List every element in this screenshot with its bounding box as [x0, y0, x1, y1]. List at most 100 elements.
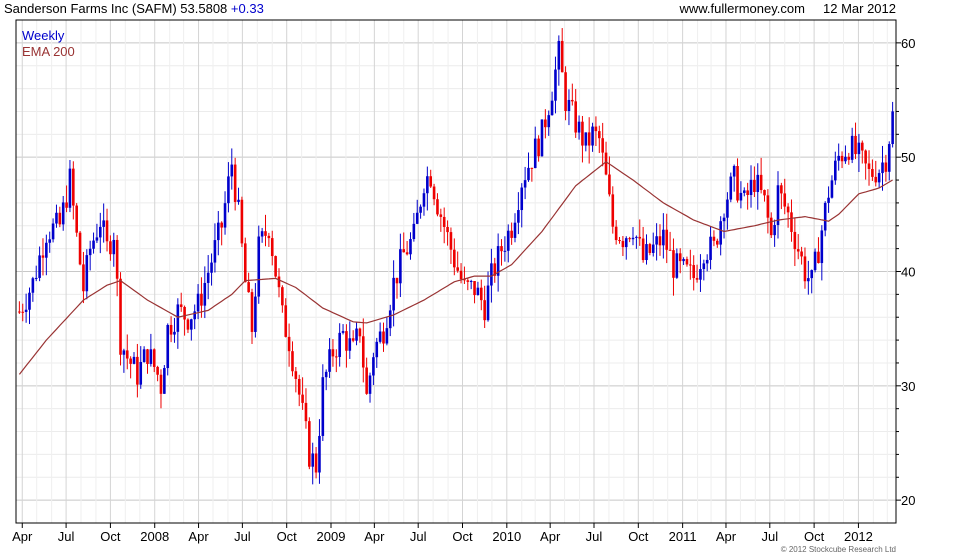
weekly-bar-body	[537, 138, 540, 157]
weekly-bar-body	[38, 255, 41, 278]
weekly-bar-body	[200, 293, 203, 306]
weekly-bar-body	[18, 311, 21, 313]
weekly-bar-body	[213, 240, 217, 263]
weekly-bar-body	[321, 377, 325, 436]
weekly-bar-body	[429, 176, 433, 187]
weekly-bar-body	[884, 162, 888, 172]
weekly-bar-body	[361, 336, 365, 368]
weekly-bar-body	[550, 100, 554, 116]
weekly-bar-body	[179, 304, 183, 307]
weekly-bar-body	[810, 270, 814, 279]
x-tick-label: 2009	[317, 529, 346, 544]
weekly-bar-body	[557, 40, 561, 70]
weekly-bar-body	[547, 115, 551, 128]
weekly-bar-body	[709, 236, 712, 260]
weekly-bar-body	[395, 277, 399, 284]
weekly-bar-body	[807, 278, 810, 282]
weekly-bar-body	[496, 246, 500, 276]
weekly-bar-body	[813, 251, 817, 271]
weekly-bar-body	[837, 155, 840, 161]
weekly-bar-body	[149, 349, 153, 364]
y-tick-label: 30	[901, 379, 915, 394]
weekly-bar-body	[415, 212, 419, 224]
weekly-bar-body	[881, 162, 884, 174]
weekly-bar-body	[220, 222, 223, 228]
weekly-bar-body	[668, 249, 672, 251]
weekly-bar-body	[817, 251, 820, 264]
weekly-bar-body	[645, 244, 648, 261]
weekly-bar-body	[584, 132, 588, 146]
weekly-bar-body	[527, 167, 530, 181]
weekly-bar-body	[891, 111, 894, 145]
weekly-bar-body	[41, 255, 45, 258]
weekly-bar-body	[773, 225, 776, 236]
weekly-bar-body	[554, 69, 557, 101]
weekly-bar-body	[88, 248, 92, 256]
weekly-bar-body	[827, 197, 830, 203]
legend-weekly: Weekly	[22, 28, 65, 43]
weekly-bar-body	[95, 237, 99, 241]
weekly-bar-body	[146, 349, 149, 364]
weekly-bar-body	[763, 190, 766, 196]
weekly-bar-body	[105, 220, 109, 242]
weekly-bar-body	[136, 356, 139, 385]
weekly-bar-body	[604, 152, 608, 175]
weekly-bar-body	[264, 231, 267, 236]
weekly-bar-body	[490, 263, 493, 286]
weekly-bar-body	[540, 119, 544, 157]
weekly-bar-body	[699, 269, 702, 280]
weekly-bar-body	[311, 453, 315, 467]
weekly-bar-body	[358, 328, 362, 337]
weekly-bar-body	[301, 394, 304, 403]
weekly-bar-body	[493, 263, 497, 276]
weekly-bar-body	[328, 349, 331, 372]
weekly-bar-body	[732, 166, 736, 177]
weekly-bar-body	[176, 304, 180, 332]
legend-ema: EMA 200	[22, 44, 75, 59]
weekly-bar-body	[635, 236, 638, 238]
weekly-bar-body	[678, 253, 682, 262]
weekly-bar-body	[287, 336, 291, 352]
weekly-bar-body	[736, 166, 739, 201]
weekly-bar-body	[129, 358, 132, 364]
weekly-bar-body	[793, 231, 797, 250]
weekly-bar-body	[847, 156, 851, 160]
weekly-bar-body	[796, 249, 800, 252]
weekly-bar-body	[250, 292, 254, 332]
ema-200-line	[18, 161, 893, 375]
weekly-bar-body	[270, 238, 274, 257]
weekly-bar-body	[689, 264, 692, 266]
weekly-bar-body	[338, 332, 341, 357]
weekly-bar-body	[274, 256, 277, 277]
x-tick-label: Oct	[277, 529, 298, 544]
weekly-bar-body	[335, 356, 338, 358]
weekly-bar-body	[473, 281, 476, 296]
y-tick-label: 40	[901, 265, 915, 280]
weekly-bar-body	[830, 180, 834, 198]
weekly-bar-body	[453, 249, 456, 268]
weekly-bar-body	[412, 223, 416, 240]
weekly-bar-body	[216, 222, 220, 241]
x-tick-label: 2012	[844, 529, 873, 544]
weekly-bar-body	[75, 205, 78, 233]
weekly-bar-body	[277, 276, 281, 288]
weekly-bar-body	[196, 293, 200, 312]
weekly-bar-body	[716, 240, 719, 245]
weekly-bar-body	[385, 328, 389, 344]
site-link[interactable]: www.fullermoney.com	[679, 1, 805, 16]
weekly-bar-body	[746, 190, 749, 195]
weekly-bar-body	[530, 167, 534, 169]
weekly-bar-body	[233, 164, 237, 202]
weekly-bar-body	[355, 328, 358, 341]
weekly-bar-body	[281, 287, 284, 306]
x-tick-label: Oct	[628, 529, 649, 544]
weekly-bar-body	[257, 236, 261, 297]
y-tick-label: 20	[901, 493, 915, 508]
weekly-bar-body	[560, 40, 564, 73]
weekly-bar-body	[55, 212, 58, 224]
x-tick-label: Apr	[716, 529, 737, 544]
weekly-bar-body	[854, 135, 857, 155]
last-price: 53.5808	[180, 1, 228, 16]
weekly-bar-body	[190, 319, 193, 330]
weekly-bar-body	[399, 249, 402, 284]
